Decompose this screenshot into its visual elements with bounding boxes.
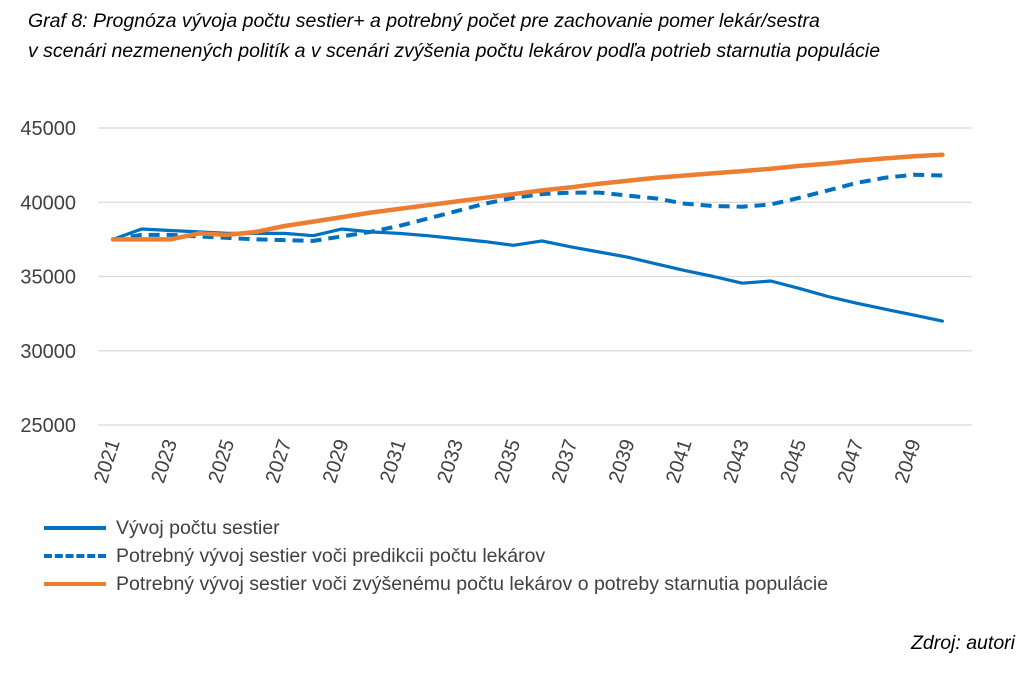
legend-swatch-solid-blue xyxy=(44,526,106,530)
y-axis-ticks: 25000 30000 35000 40000 45000 xyxy=(20,118,76,437)
x-tick-label: 2047 xyxy=(834,437,869,486)
x-tick-label: 2037 xyxy=(548,437,583,486)
x-tick-label: 2029 xyxy=(319,437,354,486)
chart-title-line-1: Graf 8: Prognóza vývoja počtu sestier+ a… xyxy=(28,10,820,32)
legend-label-3: Potrebný vývoj sestier voči zvýšenému po… xyxy=(116,572,829,595)
x-tick-label: 2041 xyxy=(662,437,697,486)
x-tick-label: 2031 xyxy=(376,437,411,486)
grid-lines xyxy=(98,127,972,426)
series-lines xyxy=(110,152,945,323)
series-line-2 xyxy=(112,172,943,243)
series-line-3 xyxy=(110,152,945,242)
x-tick-label: 2045 xyxy=(776,437,811,486)
x-tick-label: 2023 xyxy=(147,437,182,486)
legend-label-1: Vývoj počtu sestier xyxy=(116,516,280,539)
y-tick-label: 35000 xyxy=(20,267,76,289)
x-tick-label: 2043 xyxy=(719,437,754,486)
x-tick-label: 2033 xyxy=(433,437,468,486)
y-tick-label: 30000 xyxy=(20,341,76,363)
y-tick-label: 40000 xyxy=(20,192,76,214)
x-tick-label: 2025 xyxy=(204,437,239,486)
legend-item-1: Vývoj počtu sestier xyxy=(44,514,828,542)
x-tick-label: 2021 xyxy=(90,437,125,486)
source-note: Zdroj: autori xyxy=(910,632,1015,654)
chart-title: Graf 8: Prognóza vývoja počtu sestier+ a… xyxy=(28,6,1018,66)
legend-item-3: Potrebný vývoj sestier voči zvýšenému po… xyxy=(44,570,828,598)
x-tick-label: 2049 xyxy=(891,437,926,486)
x-axis-ticks: 2021 2023 2025 2027 2029 2031 2033 2035 2037 2039… xyxy=(90,437,925,486)
y-tick-label: 45000 xyxy=(20,118,76,140)
x-tick-label: 2027 xyxy=(262,437,297,486)
legend-label-2: Potrebný vývoj sestier voči predikcii po… xyxy=(116,544,546,567)
series-line-1 xyxy=(111,227,945,323)
legend: Vývoj počtu sestier Potrebný vývoj sesti… xyxy=(44,514,828,598)
chart-title-line-2: v scenári nezmenených politík a v scenár… xyxy=(28,40,881,62)
legend-item-2: Potrebný vývoj sestier voči predikcii po… xyxy=(44,542,828,570)
legend-swatch-dashed-blue xyxy=(44,554,106,558)
legend-swatch-solid-orange xyxy=(44,582,106,586)
y-tick-label: 25000 xyxy=(20,415,76,437)
x-tick-label: 2035 xyxy=(490,437,525,486)
x-tick-label: 2039 xyxy=(605,437,640,486)
